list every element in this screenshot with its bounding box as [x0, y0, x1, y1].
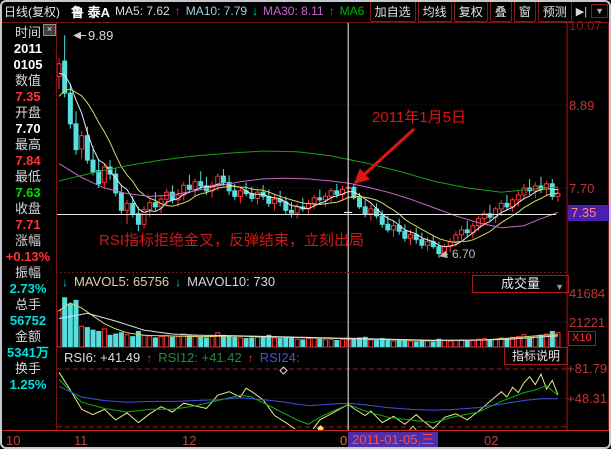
volume-multiplier-label: X10 [568, 331, 596, 346]
up-arrow-icon: ↑ [174, 4, 181, 18]
toolbar-dropdown[interactable]: ▼ [591, 4, 608, 18]
volume-axis-label: 21221 [569, 315, 606, 330]
down-arrow-icon: ↓ [62, 274, 68, 289]
ma5-indicator-label: MA5: 7.62 [115, 4, 170, 18]
sidebar-field-label: 金额 [14, 329, 41, 344]
ma60-indicator-label: MA6 [339, 4, 365, 18]
sidebar-field-label: 换手 [14, 361, 41, 376]
rsi12-label: RSI12: +41.42 [158, 350, 242, 365]
sidebar-field-value: 1.25% [9, 377, 47, 392]
ma30-indicator-label: MA30: 8.11 [263, 4, 324, 18]
peak-price-annotation: 9.89 [88, 28, 114, 43]
mavol10-label: MAVOL10: 730 [187, 274, 276, 289]
indicator-help-button[interactable]: 指标说明 [504, 347, 568, 365]
rsi24-label: RSI24: [259, 350, 300, 365]
sidebar-field-value: 7.70 [15, 121, 41, 136]
date-annotation: 2011年1月5日 [372, 109, 466, 126]
toolbar: 日线(复权) 鲁 泰A MA5: 7.62 ↑ MA10: 7.79 ↓ MA3… [0, 0, 611, 22]
period-label[interactable]: 日线(复权) [4, 4, 60, 19]
up-arrow-icon: ↑ [328, 4, 335, 18]
add-watchlist-button[interactable]: 加自选 [369, 0, 416, 22]
indicator-dropdown[interactable]: 成交量 ▼ [472, 275, 569, 293]
info-panel: × 时间 2011 0105 数值 7.35 开盘 7.70 最高 7.84 最低 7.63 收盘 7.… [0, 22, 56, 430]
volume-header: ↓ MAVOL5: 65756 ↓ MAVOL10: 730 [62, 274, 275, 289]
sidebar-field-value: 2011 [13, 41, 43, 56]
down-arrow-icon: ↓ [252, 4, 259, 18]
low-price-annotation: 6.70 [452, 247, 476, 261]
time-axis-tick: 10 [6, 433, 21, 448]
up-arrow-icon: ↑ [146, 350, 153, 365]
sidebar-field-value: 5341万 [7, 345, 49, 360]
crosshair-price-label: 7.35 [568, 205, 611, 221]
stock-name: 鲁 泰A [71, 4, 111, 20]
time-axis-tick: 12 [182, 433, 197, 448]
overlay-button[interactable]: 叠 [489, 0, 512, 22]
next-period-icon[interactable]: ▶| [575, 5, 588, 18]
rsi-axis-label: +81.79 [567, 361, 608, 376]
sidebar-field-label: 数值 [14, 73, 41, 88]
sidebar-field-label: 总手 [14, 297, 41, 312]
chevron-down-icon: ▼ [555, 282, 564, 292]
sidebar-field-value: 56752 [9, 313, 47, 328]
price-axis-label: 10.07 [569, 18, 602, 33]
time-axis-tick: 0 [340, 433, 348, 448]
sidebar-field-value: +0.13% [5, 249, 51, 264]
sidebar-field-value: 2.73% [9, 281, 47, 296]
up-arrow-icon: ↑ [247, 350, 254, 365]
chevron-down-icon: ▼ [595, 6, 604, 16]
sidebar-field-value: 0105 [13, 57, 43, 72]
window-button[interactable]: 窗 [513, 0, 536, 22]
ma-lines-button[interactable]: 均线 [417, 0, 452, 22]
rsi-header: RSI6: +41.49 ↑ RSI12: +41.42 ↑ RSI24: [64, 350, 299, 365]
price-axis-label: 7.70 [569, 181, 595, 196]
price-axis-label: 8.89 [569, 98, 595, 113]
sidebar-field-label: 最高 [14, 137, 41, 152]
crosshair-date-label: 2011-01-05,三 [348, 432, 439, 448]
sidebar-field-label: 涨幅 [14, 233, 41, 248]
ma10-indicator-label: MA10: 7.79 [185, 4, 248, 18]
time-axis-tick: 02 [484, 433, 499, 448]
sidebar-field-label: 开盘 [14, 105, 41, 120]
sidebar-field-value: 7.35 [15, 89, 41, 104]
time-axis-tick: 11 [74, 433, 88, 448]
sidebar-field-label: 收盘 [14, 201, 41, 216]
close-icon[interactable]: × [43, 24, 56, 36]
sidebar-field-label: 振幅 [14, 265, 41, 280]
adjust-rights-button[interactable]: 复权 [453, 0, 488, 22]
analysis-warning-text: RSI指标拒绝金叉，反弹结束，立刻出局 [99, 232, 365, 249]
rsi-axis-label: +48.31 [567, 391, 608, 406]
sidebar-field-value: 7.71 [15, 217, 41, 232]
volume-axis-label: 41684 [569, 286, 606, 301]
time-axis: 10 11 12 0 02 2011-01-05,三 [0, 430, 611, 449]
down-arrow-icon: ↓ [175, 274, 182, 289]
forecast-button[interactable]: 预测 [537, 0, 572, 22]
sidebar-field-value: 7.63 [15, 185, 41, 200]
mavol5-label: MAVOL5: 65756 [74, 274, 170, 289]
dropdown-label: 成交量 [500, 276, 540, 291]
sidebar-field-label: 最低 [14, 169, 41, 184]
rsi6-label: RSI6: +41.49 [64, 350, 141, 365]
sidebar-field-value: 7.84 [15, 153, 41, 168]
